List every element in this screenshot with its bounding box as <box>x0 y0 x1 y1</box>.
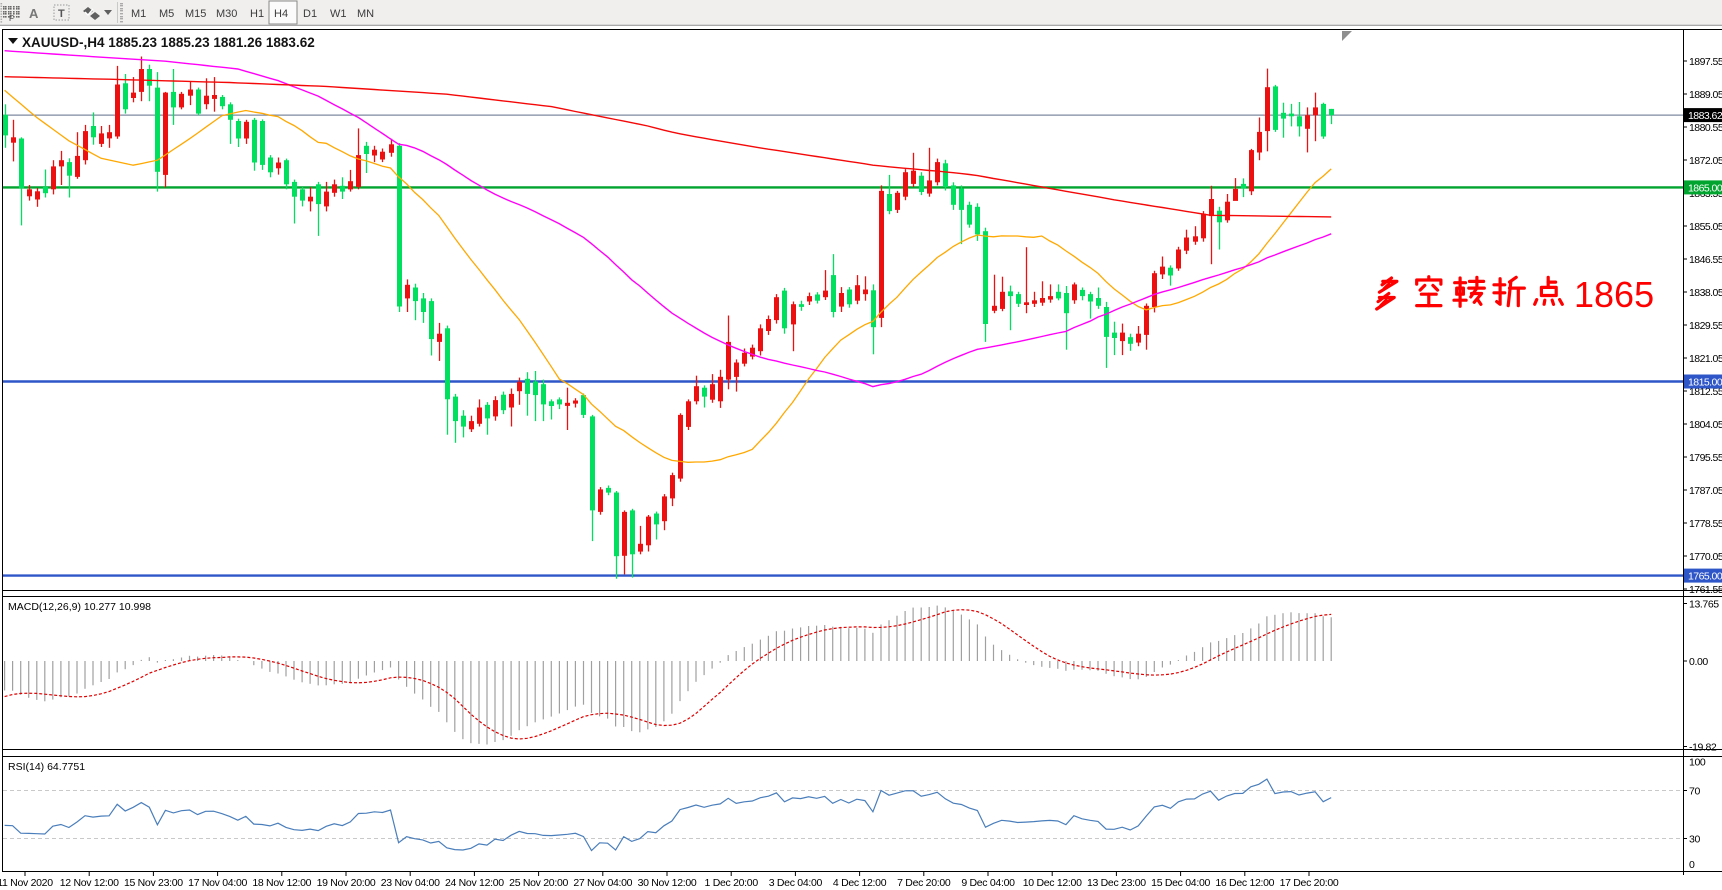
svg-text:F: F <box>9 14 14 23</box>
svg-text:15 Dec 04:00: 15 Dec 04:00 <box>1151 877 1210 889</box>
svg-text:1838.05: 1838.05 <box>1689 287 1722 299</box>
svg-text:0.00: 0.00 <box>1689 656 1708 668</box>
svg-text:1865.00: 1865.00 <box>1688 182 1722 194</box>
svg-text:12 Nov 12:00: 12 Nov 12:00 <box>60 877 119 889</box>
svg-text:RSI(14) 64.7751: RSI(14) 64.7751 <box>8 761 85 773</box>
svg-text:11 Nov 2020: 11 Nov 2020 <box>0 877 53 889</box>
svg-text:XAUUSD-,H4 1885.23 1885.23 18: XAUUSD-,H4 1885.23 1885.23 1881.26 1883.… <box>22 35 315 50</box>
svg-text:1795.55: 1795.55 <box>1689 452 1722 464</box>
svg-text:1761.55: 1761.55 <box>1689 584 1722 596</box>
svg-text:1815.00: 1815.00 <box>1688 377 1722 389</box>
svg-text:1812.55: 1812.55 <box>1689 386 1722 398</box>
svg-text:1778.55: 1778.55 <box>1689 518 1722 530</box>
svg-text:1880.55: 1880.55 <box>1689 122 1722 134</box>
svg-text:1770.05: 1770.05 <box>1689 551 1722 563</box>
svg-text:1804.05: 1804.05 <box>1689 419 1722 431</box>
svg-text:1829.55: 1829.55 <box>1689 320 1722 332</box>
svg-text:M1: M1 <box>131 8 146 20</box>
svg-text:13.765: 13.765 <box>1689 599 1719 611</box>
svg-text:A: A <box>29 6 39 21</box>
svg-text:MACD(12,26,9) 10.277 10.998: MACD(12,26,9) 10.277 10.998 <box>8 601 151 613</box>
svg-text:100: 100 <box>1689 757 1706 769</box>
svg-text:17 Dec 20:00: 17 Dec 20:00 <box>1280 877 1339 889</box>
svg-text:3 Dec 04:00: 3 Dec 04:00 <box>769 877 823 889</box>
svg-text:25 Nov 20:00: 25 Nov 20:00 <box>509 877 568 889</box>
svg-text:W1: W1 <box>330 8 347 20</box>
svg-text:1 Dec 20:00: 1 Dec 20:00 <box>705 877 759 889</box>
svg-text:T: T <box>58 8 65 20</box>
svg-text:10 Dec 12:00: 10 Dec 12:00 <box>1023 877 1082 889</box>
svg-text:D1: D1 <box>303 8 317 20</box>
svg-text:0: 0 <box>1689 859 1695 871</box>
svg-text:M5: M5 <box>159 8 174 20</box>
svg-text:1897.55: 1897.55 <box>1689 56 1722 68</box>
svg-text:-19.82: -19.82 <box>1689 742 1717 754</box>
svg-text:13 Dec 23:00: 13 Dec 23:00 <box>1087 877 1146 889</box>
svg-text:15 Nov 23:00: 15 Nov 23:00 <box>124 877 183 889</box>
svg-text:4 Dec 12:00: 4 Dec 12:00 <box>833 877 887 889</box>
svg-text:30 Nov 12:00: 30 Nov 12:00 <box>638 877 697 889</box>
svg-text:19 Nov 20:00: 19 Nov 20:00 <box>317 877 376 889</box>
svg-text:1889.05: 1889.05 <box>1689 89 1722 101</box>
svg-text:18 Nov 12:00: 18 Nov 12:00 <box>252 877 311 889</box>
svg-text:70: 70 <box>1689 786 1700 798</box>
svg-text:M30: M30 <box>216 8 237 20</box>
svg-text:H1: H1 <box>250 8 264 20</box>
svg-text:1821.05: 1821.05 <box>1689 353 1722 365</box>
svg-text:17 Nov 04:00: 17 Nov 04:00 <box>188 877 247 889</box>
svg-text:H4: H4 <box>274 8 288 20</box>
svg-text:1765.00: 1765.00 <box>1688 571 1722 583</box>
svg-text:1883.62: 1883.62 <box>1688 110 1722 122</box>
svg-text:24 Nov 12:00: 24 Nov 12:00 <box>445 877 504 889</box>
svg-text:MN: MN <box>357 8 374 20</box>
svg-text:9 Dec 04:00: 9 Dec 04:00 <box>961 877 1015 889</box>
svg-text:M15: M15 <box>185 8 206 20</box>
svg-text:7 Dec 20:00: 7 Dec 20:00 <box>897 877 951 889</box>
svg-text:1872.05: 1872.05 <box>1689 155 1722 167</box>
svg-text:27 Nov 04:00: 27 Nov 04:00 <box>573 877 632 889</box>
svg-text:23 Nov 04:00: 23 Nov 04:00 <box>381 877 440 889</box>
svg-text:1787.05: 1787.05 <box>1689 485 1722 497</box>
svg-text:30: 30 <box>1689 834 1700 846</box>
svg-text:16 Dec 12:00: 16 Dec 12:00 <box>1215 877 1274 889</box>
svg-text:1846.55: 1846.55 <box>1689 254 1722 266</box>
svg-text:1855.05: 1855.05 <box>1689 221 1722 233</box>
svg-text:1865: 1865 <box>1574 274 1654 315</box>
